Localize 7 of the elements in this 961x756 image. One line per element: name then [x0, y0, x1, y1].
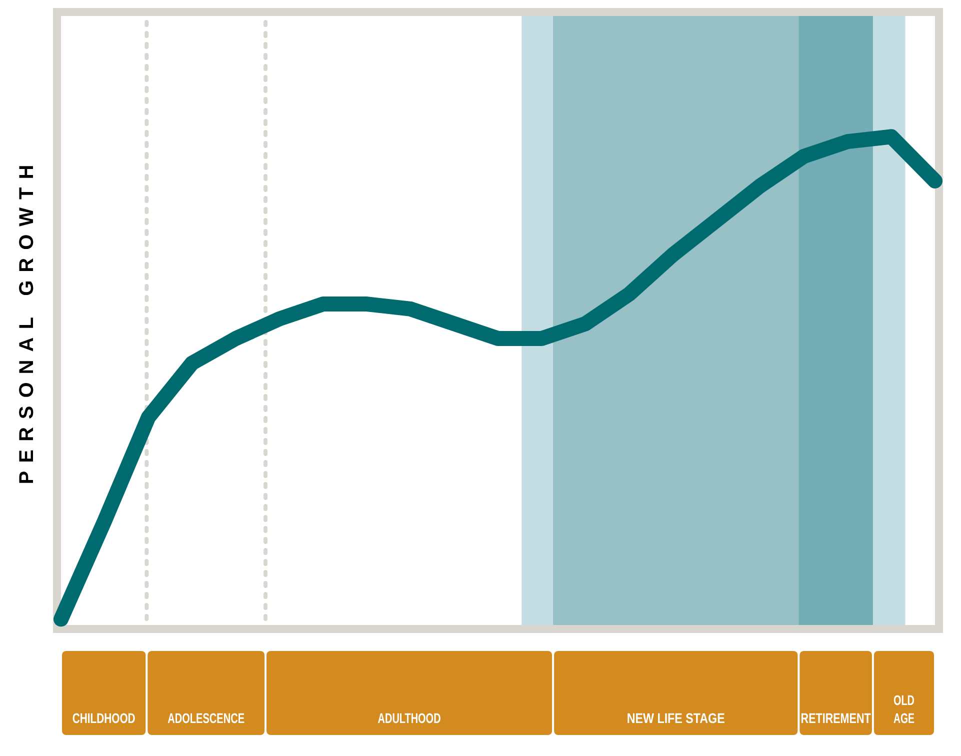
text: NEW LIFE STAGE [626, 710, 745, 726]
y-axis-title: PERSONAL GROWTH [16, 156, 40, 484]
text: ADULTHOOD [378, 710, 466, 726]
text: RETIREMENT [800, 710, 892, 726]
text: OLD AGE [893, 692, 924, 726]
text: ADOLESCENCE [168, 710, 275, 726]
text: CHILDHOOD [72, 710, 158, 726]
